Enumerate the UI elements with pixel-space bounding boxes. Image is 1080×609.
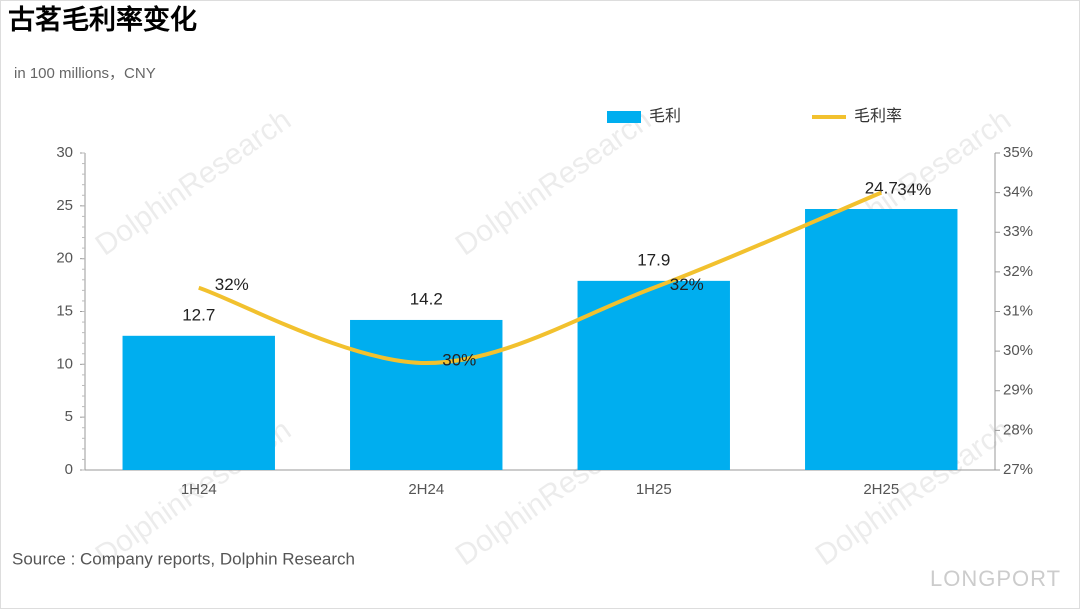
line-label: 32% bbox=[670, 275, 704, 294]
y-tick-label: 20 bbox=[56, 250, 73, 267]
line-label: 32% bbox=[215, 275, 249, 294]
y2-tick-label: 29% bbox=[1003, 382, 1033, 399]
bar bbox=[350, 319, 503, 470]
y2-tick-label: 28% bbox=[1003, 421, 1033, 438]
bar bbox=[805, 209, 958, 470]
y2-tick-label: 34% bbox=[1003, 184, 1033, 201]
legend-label: 毛利率 bbox=[854, 107, 902, 125]
y2-tick-label: 32% bbox=[1003, 263, 1033, 280]
chart-title: 古茗毛利率变化 bbox=[8, 4, 197, 35]
x-tick-label: 1H24 bbox=[181, 481, 217, 498]
y-tick-label: 5 bbox=[65, 408, 73, 425]
brand: LONGPORT bbox=[930, 566, 1061, 591]
bar-label: 12.7 bbox=[182, 305, 215, 324]
bar-label: 14.2 bbox=[410, 289, 443, 308]
y-tick-label: 15 bbox=[56, 302, 73, 319]
x-tick-label: 2H25 bbox=[863, 481, 899, 498]
y-tick-label: 25 bbox=[56, 197, 73, 214]
legend-label: 毛利 bbox=[649, 107, 681, 125]
y-tick-label: 0 bbox=[65, 461, 73, 478]
y-tick-label: 10 bbox=[56, 355, 73, 372]
x-tick-label: 1H25 bbox=[636, 481, 672, 498]
line bbox=[198, 190, 883, 366]
line-label: 34% bbox=[897, 180, 931, 199]
y-tick-label: 30 bbox=[56, 144, 73, 161]
x-tick-label: 2H24 bbox=[408, 481, 444, 498]
y2-tick-label: 31% bbox=[1003, 302, 1033, 319]
bar-label: 24.7 bbox=[865, 178, 898, 197]
y2-tick-label: 30% bbox=[1003, 342, 1033, 359]
y2-tick-label: 27% bbox=[1003, 461, 1033, 478]
legend-swatch bbox=[607, 111, 641, 123]
bar bbox=[122, 335, 275, 470]
y2-tick-label: 35% bbox=[1003, 144, 1033, 161]
bar bbox=[577, 280, 730, 470]
source: Source : Company reports, Dolphin Resear… bbox=[12, 549, 355, 568]
subtitle: in 100 millions，CNY bbox=[14, 65, 156, 82]
line-label: 30% bbox=[442, 350, 476, 369]
bar-label: 17.9 bbox=[637, 250, 670, 269]
y2-tick-label: 33% bbox=[1003, 223, 1033, 240]
